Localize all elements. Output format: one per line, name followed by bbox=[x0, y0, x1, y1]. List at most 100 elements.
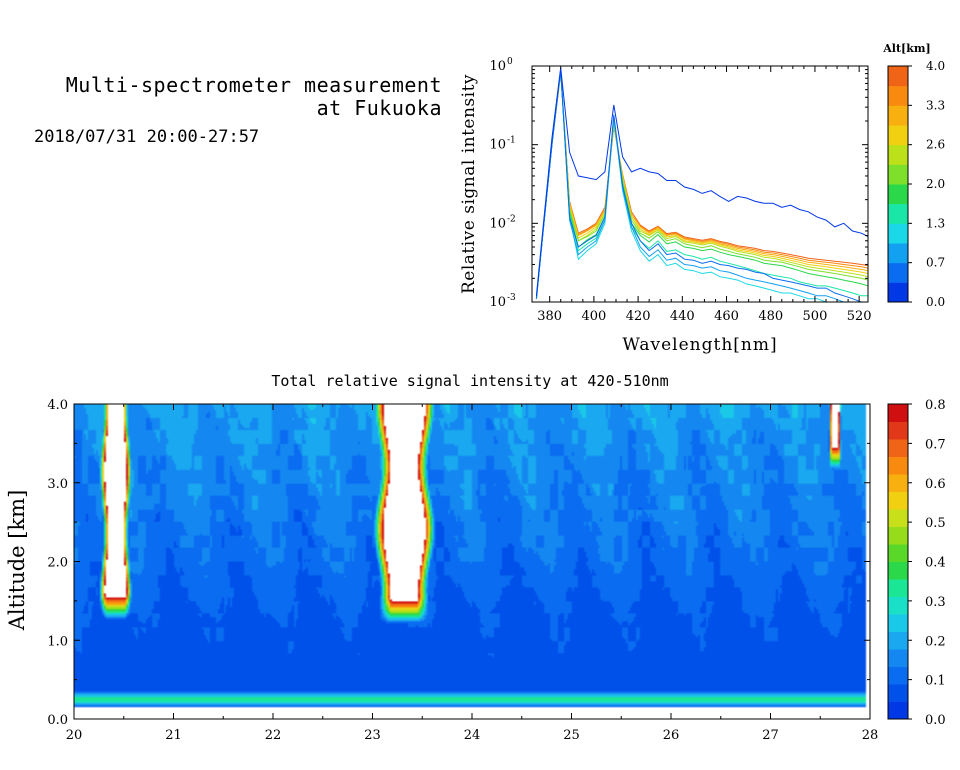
altitude-colorbar-tick-label: 2.0 bbox=[926, 177, 945, 191]
intensity-colorbar-tick-label: 0.0 bbox=[925, 713, 946, 728]
intensity-colorbar-swatch bbox=[888, 526, 908, 545]
spectrum-x-tick-label: 440 bbox=[670, 309, 695, 324]
intensity-colorbar-swatch bbox=[888, 491, 908, 510]
altitude-colorbar-tick-label: 4.0 bbox=[926, 59, 945, 73]
spectrum-x-tick-label: 500 bbox=[803, 309, 828, 324]
spectrum-series-line bbox=[535, 71, 868, 299]
intensity-colorbar-swatch bbox=[888, 579, 908, 597]
altitude-colorbar-swatch bbox=[888, 203, 908, 224]
heatmap-x-tick-label: 25 bbox=[563, 728, 580, 743]
altitude-colorbar-swatch bbox=[888, 66, 908, 87]
spectrum-y-tick-exponent: -2 bbox=[507, 214, 516, 224]
spectrum-x-tick-label: 380 bbox=[537, 309, 562, 324]
altitude-colorbar-swatch bbox=[888, 282, 908, 303]
intensity-colorbar-swatch bbox=[888, 439, 908, 457]
altitude-colorbar-swatch bbox=[888, 85, 908, 106]
heatmap-y-tick-label: 1.0 bbox=[47, 634, 68, 649]
intensity-colorbar-swatch bbox=[888, 421, 908, 440]
title-block: Multi-spectrometer measurement at Fukuok… bbox=[10, 74, 442, 120]
altitude-colorbar-swatch bbox=[888, 223, 908, 244]
heatmap-y-axis: 0.0 1.0 2.0 3.0 4.0 bbox=[47, 398, 870, 728]
spectrum-x-label: Wavelength[nm] bbox=[622, 335, 777, 355]
heatmap-x-tick-label: 27 bbox=[762, 728, 779, 743]
heatmap-image bbox=[74, 404, 870, 719]
spectrum-series-line bbox=[535, 71, 868, 299]
heatmap-x-tick-label: 24 bbox=[464, 728, 481, 743]
intensity-colorbar-swatch bbox=[888, 404, 908, 422]
spectrum-y-tick-label: 10 bbox=[489, 138, 506, 153]
spectrum-series-line bbox=[535, 72, 868, 299]
altitude-colorbar-tick-label: 2.6 bbox=[926, 138, 945, 152]
altitude-colorbar-swatch bbox=[888, 144, 908, 165]
title-line-2: at Fukuoka bbox=[316, 96, 442, 120]
intensity-colorbar-swatch bbox=[888, 666, 908, 685]
spectrum-series-group bbox=[535, 67, 868, 302]
spectrum-series-line bbox=[535, 71, 868, 299]
spectrum-y-tick-exponent: 0 bbox=[507, 57, 513, 67]
heatmap-y-tick-label: 3.0 bbox=[47, 477, 68, 492]
intensity-colorbar-tick-label: 0.6 bbox=[925, 477, 946, 492]
altitude-colorbar-swatch bbox=[888, 164, 908, 185]
intensity-colorbar-tick-label: 0.2 bbox=[925, 634, 946, 649]
altitude-colorbar-swatch bbox=[888, 243, 908, 264]
intensity-colorbar-swatch bbox=[888, 684, 908, 702]
spectrum-series-line bbox=[535, 69, 868, 302]
spectrum-y-tick-exponent: -1 bbox=[507, 136, 516, 146]
intensity-colorbar-swatch bbox=[888, 631, 908, 650]
spectrum-y-tick-label: 10 bbox=[489, 59, 506, 74]
intensity-colorbar-tick-label: 0.5 bbox=[925, 516, 946, 531]
altitude-colorbar-tick-label: 0.7 bbox=[926, 256, 945, 270]
spectrum-series-line bbox=[535, 69, 868, 299]
altitude-colorbar-label: Alt[km] bbox=[882, 42, 930, 55]
spectrum-x-tick-label: 520 bbox=[847, 309, 872, 324]
heatmap-x-tick-label: 28 bbox=[862, 728, 879, 743]
spectrum-series-line bbox=[535, 72, 868, 299]
spectrum-x-axis: 380 400 420 440 460 480 500 520 bbox=[537, 66, 872, 324]
heatmap-x-tick-label: 23 bbox=[364, 728, 381, 743]
intensity-colorbar-tick-label: 0.3 bbox=[925, 595, 946, 610]
intensity-colorbar-tick-label: 0.4 bbox=[925, 556, 946, 571]
intensity-colorbar-swatch bbox=[888, 649, 908, 667]
spectrum-y-tick-label: 10 bbox=[489, 216, 506, 231]
intensity-colorbar-tick-label: 0.7 bbox=[925, 437, 946, 452]
altitude-colorbar-swatch bbox=[888, 105, 908, 126]
spectrum-x-tick-label: 400 bbox=[581, 309, 606, 324]
heatmap-x-tick-label: 22 bbox=[265, 728, 282, 743]
intensity-colorbar-tick-label: 0.1 bbox=[925, 674, 946, 689]
measurement-datetime: 2018/07/31 20:00-27:57 bbox=[34, 127, 260, 147]
altitude-colorbar-swatch bbox=[888, 184, 908, 205]
intensity-colorbar-tick-label: 0.8 bbox=[925, 398, 946, 413]
altitude-colorbar: 4.0 3.3 2.6 2.0 1.3 0.7 0.0 bbox=[887, 59, 945, 309]
spectrum-series-line bbox=[535, 70, 868, 299]
spectrum-x-tick-label: 420 bbox=[626, 309, 651, 324]
title-line-1: Multi-spectrometer measurement bbox=[65, 73, 442, 97]
intensity-colorbar-swatch bbox=[888, 614, 908, 632]
intensity-colorbar-swatch bbox=[888, 596, 908, 615]
heatmap-x-tick-label: 26 bbox=[663, 728, 680, 743]
spectrum-series-line bbox=[535, 69, 868, 302]
heatmap-x-axis: 20 21 22 23 24 25 26 27 28 bbox=[66, 404, 879, 743]
heatmap-chart: Total relative signal intensity at 420-5… bbox=[5, 372, 946, 743]
spectrum-y-tick-exponent: -3 bbox=[507, 293, 516, 303]
spectrum-series-line bbox=[535, 69, 868, 302]
spectrum-plot-frame bbox=[531, 65, 869, 303]
heatmap-y-label: Altitude [km] bbox=[5, 490, 29, 632]
spectrum-series-line bbox=[535, 69, 868, 299]
heatmap-x-tick-label: 20 bbox=[66, 728, 83, 743]
intensity-colorbar-swatch bbox=[888, 456, 908, 475]
heatmap-y-tick-label: 0.0 bbox=[47, 713, 68, 728]
intensity-colorbar-swatch bbox=[888, 561, 908, 580]
altitude-colorbar-tick-label: 1.3 bbox=[926, 216, 945, 230]
altitude-colorbar-tick-label: 0.0 bbox=[926, 295, 945, 309]
altitude-colorbar-tick-label: 3.3 bbox=[926, 98, 945, 112]
intensity-colorbar: 0.8 0.7 0.6 0.5 0.4 0.3 0.2 0.1 0.0 bbox=[887, 398, 946, 728]
spectrum-x-tick-label: 480 bbox=[758, 309, 783, 324]
intensity-colorbar-swatch bbox=[888, 509, 908, 527]
spectrum-y-tick-label: 10 bbox=[489, 295, 506, 310]
altitude-colorbar-swatch bbox=[888, 262, 908, 283]
altitude-colorbar-swatch bbox=[888, 125, 908, 146]
heatmap-y-tick-label: 4.0 bbox=[47, 398, 68, 413]
spectrum-series-line bbox=[535, 67, 868, 296]
